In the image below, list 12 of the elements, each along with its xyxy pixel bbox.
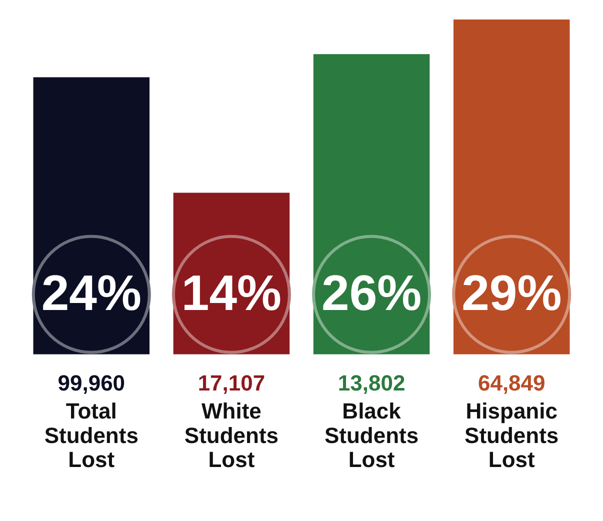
text: 64,849 bbox=[478, 370, 546, 396]
x-tick-label: Total Students Lost bbox=[44, 398, 138, 472]
data-label: 24% bbox=[41, 265, 142, 322]
x-tick-label: Hispanic Students Lost bbox=[464, 398, 559, 472]
text: 13,802 bbox=[338, 370, 406, 396]
text: 99,960 bbox=[58, 370, 126, 396]
x-tick-label: Black Students Lost bbox=[324, 398, 419, 472]
data-label: 14% bbox=[181, 265, 282, 322]
x-tick-label: White Students Lost bbox=[184, 398, 279, 472]
data-label: 29% bbox=[462, 265, 562, 322]
text: 17,107 bbox=[198, 370, 266, 396]
data-label: 26% bbox=[322, 265, 422, 322]
